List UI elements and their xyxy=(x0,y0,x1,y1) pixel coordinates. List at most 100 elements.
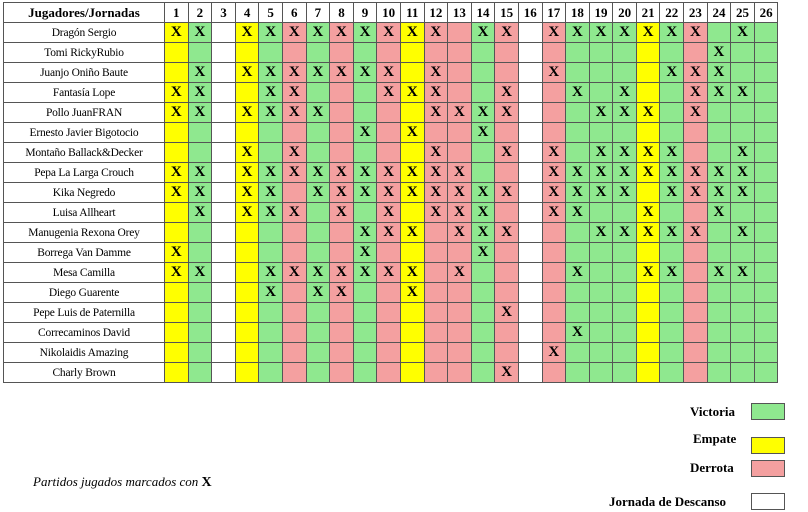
round-cell xyxy=(517,182,543,203)
player-name: Correcaminos David xyxy=(3,322,165,343)
round-cell xyxy=(565,302,590,323)
round-cell xyxy=(612,42,637,63)
round-cell xyxy=(753,282,779,303)
round-cell xyxy=(753,62,779,83)
round-cell xyxy=(305,42,331,63)
played-mark: X xyxy=(541,182,567,203)
round-cell xyxy=(447,62,472,83)
played-mark: X xyxy=(494,222,519,243)
round-cell xyxy=(683,322,708,343)
round-cell xyxy=(352,82,378,103)
round-cell xyxy=(447,142,472,163)
round-cell xyxy=(305,222,331,243)
player-row: Pepa La Larga Crouch X X X X X X X X X X X X X X X X X X X X… xyxy=(3,162,779,183)
played-mark: X xyxy=(588,22,614,43)
round-cell xyxy=(211,322,236,343)
round-header-8: 8 xyxy=(329,2,354,23)
played-mark: X xyxy=(187,202,213,223)
played-mark: X xyxy=(447,262,472,283)
round-cell xyxy=(211,42,236,63)
round-cell xyxy=(517,42,543,63)
played-mark: X xyxy=(281,162,307,183)
round-cell xyxy=(659,342,685,363)
round-cell xyxy=(399,302,425,323)
played-mark: X xyxy=(635,162,661,183)
played-mark: X xyxy=(305,182,331,203)
round-cell xyxy=(659,102,685,123)
round-cell xyxy=(305,82,331,103)
player-row: Juanjo Oniño Baute X X X X X X X X X X X X X xyxy=(3,62,779,83)
round-cell xyxy=(211,242,236,263)
player-row: Fantasía Lope X X X X X X X X X X X X X xyxy=(3,82,779,103)
legend-victoria-swatch xyxy=(751,403,785,420)
round-header-14: 14 xyxy=(470,2,496,23)
round-cell xyxy=(423,262,449,283)
round-header-7: 7 xyxy=(305,2,331,23)
round-cell xyxy=(730,42,755,63)
round-cell xyxy=(234,242,260,263)
legend-empate-label: Empate xyxy=(693,431,737,446)
played-mark: X xyxy=(399,82,425,103)
round-cell xyxy=(683,122,708,143)
round-cell xyxy=(187,142,213,163)
legend-derrota-swatch xyxy=(751,460,785,477)
round-cell xyxy=(423,302,449,323)
round-cell xyxy=(517,102,543,123)
played-mark: X xyxy=(706,202,732,223)
round-cell xyxy=(399,102,425,123)
round-cell xyxy=(565,102,590,123)
round-cell xyxy=(683,362,708,383)
round-cell xyxy=(635,282,661,303)
round-cell xyxy=(447,302,472,323)
round-cell xyxy=(305,342,331,363)
round-cell xyxy=(517,222,543,243)
round-cell xyxy=(376,362,401,383)
played-mark: X xyxy=(588,162,614,183)
round-cell xyxy=(211,82,236,103)
round-cell xyxy=(423,42,449,63)
played-mark: X xyxy=(187,102,213,123)
round-cell xyxy=(706,342,732,363)
round-header-11: 11 xyxy=(399,2,425,23)
round-cell xyxy=(399,322,425,343)
round-cell xyxy=(164,322,189,343)
played-mark: X xyxy=(281,22,307,43)
round-cell xyxy=(164,122,189,143)
played-mark: X xyxy=(706,262,732,283)
player-row: Tomi RickyRubio X xyxy=(3,42,779,63)
round-cell xyxy=(612,342,637,363)
round-cell xyxy=(612,122,637,143)
round-cell xyxy=(753,82,779,103)
round-cell xyxy=(187,322,213,343)
round-cell xyxy=(753,222,779,243)
round-cell xyxy=(399,242,425,263)
played-mark: X xyxy=(399,162,425,183)
played-mark: X xyxy=(541,162,567,183)
round-cell xyxy=(470,322,496,343)
played-mark: X xyxy=(423,22,449,43)
round-cell xyxy=(258,142,283,163)
played-mark: X xyxy=(352,182,378,203)
round-cell xyxy=(517,82,543,103)
played-mark: X xyxy=(352,242,378,263)
round-cell xyxy=(470,342,496,363)
round-cell xyxy=(565,142,590,163)
played-mark: X xyxy=(352,22,378,43)
played-mark: X xyxy=(494,182,519,203)
round-cell xyxy=(329,302,354,323)
played-mark: X xyxy=(376,82,401,103)
round-header-24: 24 xyxy=(706,2,732,23)
round-header-22: 22 xyxy=(659,2,685,23)
played-mark: X xyxy=(470,202,496,223)
played-mark: X xyxy=(305,22,331,43)
played-mark: X xyxy=(659,62,685,83)
played-mark: X xyxy=(635,222,661,243)
player-row: Pepe Luis de Paternilla X xyxy=(3,302,779,323)
player-name: Juanjo Oniño Baute xyxy=(3,62,165,83)
round-cell xyxy=(211,282,236,303)
round-cell xyxy=(565,222,590,243)
played-mark: X xyxy=(612,142,637,163)
round-cell xyxy=(399,342,425,363)
player-row: Charly Brown X xyxy=(3,362,779,383)
played-mark: X xyxy=(234,62,260,83)
